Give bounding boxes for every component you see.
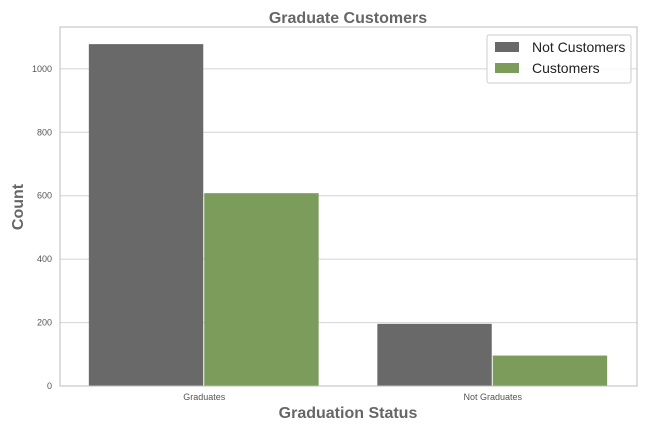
legend-label-not-customers: Not Customers [532,39,625,55]
y-tick-label: 200 [37,318,52,328]
x-tick-label: Graduates [183,392,226,402]
y-tick-label: 1000 [32,64,52,74]
y-tick-label: 400 [37,254,52,264]
chart-title: Graduate Customers [269,10,427,27]
legend: Not Customers Customers [486,34,632,84]
y-tick-label: 0 [47,381,52,391]
y-axis-label: Count [10,183,27,230]
bar-customers-not-graduates [492,355,608,386]
bar-not-customers-graduates [88,44,204,387]
legend-swatch-customers [495,63,519,73]
bars [88,44,608,387]
plot-frame [59,26,638,387]
bar-not-customers-not-graduates [377,323,492,386]
bar-customers-graduates [204,193,319,386]
y-axis-ticks: 0 200 400 600 800 1000 [32,64,52,391]
legend-swatch-not-customers [495,42,519,52]
legend-box [486,34,632,84]
legend-label-customers: Customers [532,60,600,76]
x-tick-label: Not Graduates [463,392,522,402]
y-tick-label: 800 [37,127,52,137]
x-axis-ticks: Graduates Not Graduates [183,392,522,402]
x-axis-label: Graduation Status [279,405,418,422]
y-tick-label: 600 [37,191,52,201]
